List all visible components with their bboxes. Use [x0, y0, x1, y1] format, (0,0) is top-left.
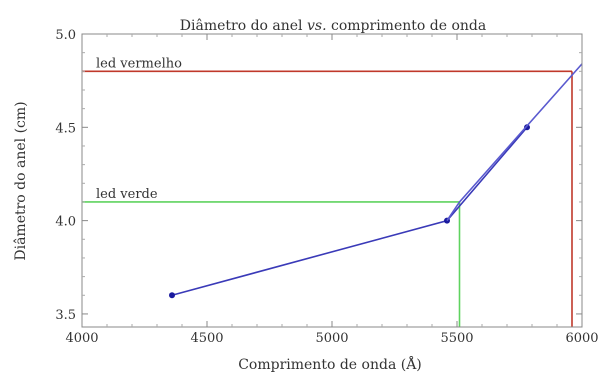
series-line-1 — [171, 126, 528, 297]
ref-label-led-vermelho: led vermelho — [96, 56, 182, 71]
title-part-2: vs. — [307, 18, 327, 34]
y-tick-label: 4.0 — [55, 215, 76, 230]
ref-label-led-verde: led verde — [96, 187, 158, 202]
x-tick-label: 4000 — [65, 331, 98, 346]
data-point — [524, 124, 530, 131]
series-line-2 — [446, 63, 583, 222]
x-tick-label: 4500 — [190, 331, 223, 346]
title-part-1: Diâmetro do anel — [180, 18, 307, 34]
y-axis-label: Diâmetro do anel (cm) — [13, 101, 29, 260]
plot-frame — [81, 33, 583, 328]
reference-lines: led vermelho led verde — [82, 56, 573, 327]
y-tick-label: 3.5 — [55, 308, 76, 323]
x-tick-label: 6000 — [565, 331, 598, 346]
data-point — [169, 292, 175, 299]
x-tick-label: 5500 — [440, 331, 473, 346]
x-tick-label: 5000 — [315, 331, 348, 346]
axes: 4000 4500 5000 5500 6000 3.5 4.0 4.5 5.0 — [55, 28, 598, 346]
y-tick-label: 4.5 — [55, 121, 76, 136]
chart-title: Diâmetro do anel vs. comprimento de onda — [180, 18, 486, 34]
data-series — [169, 63, 583, 299]
title-part-3: comprimento de onda — [327, 18, 487, 34]
x-axis-label: Comprimento de onda (Å) — [238, 355, 422, 373]
y-tick-label: 5.0 — [55, 28, 76, 43]
